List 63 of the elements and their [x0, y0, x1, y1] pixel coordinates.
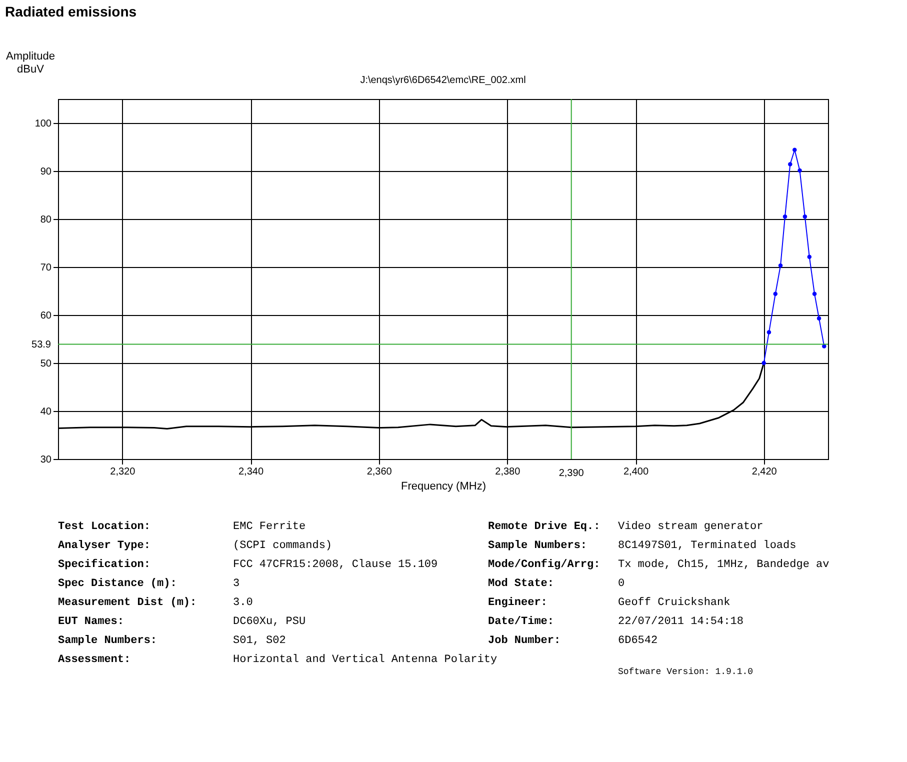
- y-tick-label: 40: [40, 406, 52, 418]
- text: Software Version: 1.9.1.0: [618, 667, 754, 677]
- point: [766, 330, 772, 334]
- ref-line-label: 2,390: [558, 468, 584, 479]
- point: [773, 292, 778, 296]
- text: Job Number:: [488, 635, 561, 647]
- text: Horizontal and Vertical Antenna Polarity: [233, 654, 498, 666]
- text: Engineer:: [488, 597, 548, 609]
- text: Date/Time:: [488, 616, 554, 628]
- text: Measurement Dist (m):: [58, 597, 197, 609]
- text: 8C1497S01, Terminated loads: [618, 540, 796, 552]
- y-tick-label: 60: [40, 310, 52, 322]
- text: 3: [233, 578, 240, 590]
- chart-title: Radiated emissions: [5, 4, 137, 20]
- text: Sample Numbers:: [488, 540, 588, 552]
- point: [816, 316, 822, 320]
- text: Test Location:: [58, 521, 150, 533]
- x-tick-label: 2,380: [495, 466, 521, 478]
- y-axis-title: Amplitude dBuV: [6, 50, 55, 76]
- text: Mode/Config/Arrg:: [488, 558, 600, 571]
- text: 3.0: [233, 597, 253, 609]
- x-tick-label: 2,320: [110, 466, 136, 478]
- x-tick-label: 2,420: [752, 466, 778, 478]
- text: (SCPI commands): [233, 540, 332, 552]
- text: Remote Drive Eq.:: [488, 521, 600, 533]
- text: Sample Numbers:: [58, 635, 158, 647]
- point: [812, 292, 817, 296]
- ref-line-label: 53.9: [32, 339, 52, 350]
- y-tick-label: 80: [40, 214, 52, 226]
- text: 6D6542: [618, 635, 658, 647]
- text: 0: [618, 578, 625, 590]
- text: Spec Distance (m):: [58, 578, 177, 590]
- y-tick-label: 50: [40, 358, 52, 370]
- text: FCC 47CFR15:2008, Clause 15.109: [233, 559, 438, 571]
- x-tick-label: 2,400: [623, 466, 649, 478]
- text: Specification:: [58, 558, 150, 571]
- text: DC60Xu, PSU: [233, 616, 306, 628]
- text: Geoff Cruickshank: [618, 597, 731, 609]
- x-tick-label: 2,340: [238, 466, 264, 478]
- y-tick-label: 70: [40, 262, 52, 274]
- text: Video stream generator: [618, 521, 764, 533]
- x-axis-title: Frequency (MHz): [401, 480, 486, 492]
- text: Mod State:: [488, 578, 554, 590]
- text: Analyser Type:: [58, 540, 150, 552]
- chart-subtitle: J:\enqs\yr6\6D6542\emc\RE_002.xml: [360, 75, 526, 86]
- text: 22/07/2011 14:54:18: [618, 616, 744, 628]
- y-tick-label: 90: [40, 166, 52, 178]
- text: EUT Names:: [58, 616, 124, 628]
- text: S01, S02: [233, 635, 286, 647]
- text: Tx mode, Ch15, 1MHz, Bandedge av: [618, 559, 830, 571]
- text: Assessment:: [58, 654, 131, 666]
- point: [782, 214, 788, 219]
- y-tick-label: 100: [34, 118, 52, 130]
- text: EMC Ferrite: [233, 521, 306, 533]
- point: [798, 168, 802, 173]
- point: [792, 148, 797, 152]
- point: [807, 254, 812, 260]
- point: [802, 214, 808, 219]
- x-tick-label: 2,360: [366, 466, 392, 478]
- point: [778, 263, 783, 268]
- point: [788, 162, 792, 166]
- y-tick-label: 30: [40, 454, 52, 466]
- point: [762, 360, 766, 366]
